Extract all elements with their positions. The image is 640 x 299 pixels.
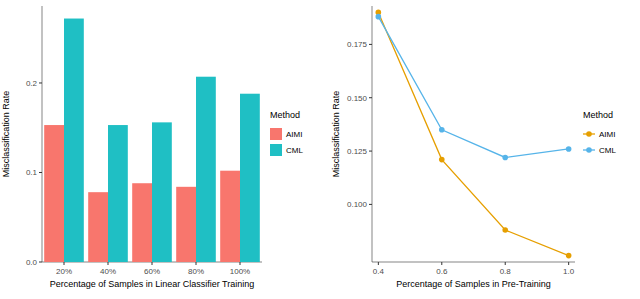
legend-swatch — [270, 128, 282, 140]
point — [566, 146, 572, 152]
bar — [64, 19, 84, 262]
x-tick — [568, 262, 569, 265]
marks — [44, 19, 260, 262]
x-tick-label: 0.4 — [373, 267, 385, 276]
legend: Method AIMI CML — [270, 110, 303, 156]
x-tick — [152, 262, 153, 265]
point — [439, 157, 445, 163]
y-tick — [369, 204, 372, 205]
y-tick — [369, 97, 372, 98]
legend-swatch — [586, 147, 592, 153]
y-axis-line — [372, 6, 373, 262]
y-tick — [39, 262, 42, 263]
y-tick-label: 0.150 — [347, 94, 368, 103]
x-tick — [505, 262, 506, 265]
x-tick — [240, 262, 241, 265]
y-axis-line — [42, 6, 43, 262]
point — [502, 227, 508, 233]
line — [378, 12, 568, 255]
line — [378, 17, 568, 158]
x-tick-label: 20% — [56, 267, 72, 276]
marks — [376, 10, 572, 259]
point — [502, 155, 508, 161]
y-tick — [369, 151, 372, 152]
figure: 0.0 0.1 0.2 20% 40% 60% 80% 100% Percentage of S… — [0, 0, 640, 299]
chart-panel: 0.0 0.1 0.2 20% 40% 60% 80% 100% Percentage of S… — [1, 6, 303, 289]
y-tick-label: 0.0 — [26, 258, 38, 267]
legend: Method AIMI CML — [583, 110, 616, 155]
x-tick-label: 40% — [100, 267, 116, 276]
point — [376, 14, 382, 20]
bar — [44, 125, 64, 262]
y-tick-label: 0.100 — [347, 200, 368, 209]
y-axis-label: Misclassification Rate — [331, 91, 341, 178]
x-tick — [64, 262, 65, 265]
legend-label: CML — [599, 146, 616, 155]
bar — [108, 125, 128, 262]
y-tick-label: 0.1 — [26, 168, 38, 177]
bar — [88, 192, 108, 262]
x-tick — [378, 262, 379, 265]
y-tick — [39, 82, 42, 83]
x-tick-label: 100% — [230, 267, 250, 276]
point — [439, 127, 445, 133]
x-tick — [441, 262, 442, 265]
x-tick-label: 0.6 — [436, 267, 448, 276]
y-axis-label: Misclassification Rate — [1, 91, 11, 178]
legend-title: Method — [270, 110, 300, 120]
bar — [132, 183, 152, 262]
x-tick-label: 60% — [144, 267, 160, 276]
legend-swatch — [270, 144, 282, 156]
legend-label: AIMI — [286, 130, 302, 139]
legend-title: Method — [583, 110, 613, 120]
bar — [176, 187, 196, 262]
chart-panel: 0.100 0.125 0.150 0.175 0.4 0.6 0.8 1.0 Percenta… — [331, 6, 616, 289]
y-tick — [39, 172, 42, 173]
legend-label: AIMI — [599, 130, 615, 139]
x-tick — [196, 262, 197, 265]
legend-swatch — [586, 131, 592, 137]
x-axis-line — [372, 262, 575, 263]
x-axis-label: Percentage of Samples in Pre-Training — [396, 279, 551, 289]
x-tick-label: 80% — [188, 267, 204, 276]
y-tick-label: 0.175 — [347, 40, 368, 49]
x-axis-label: Percentage of Samples in Linear Classifi… — [50, 279, 255, 289]
legend-label: CML — [286, 146, 303, 155]
bar — [240, 94, 260, 262]
x-tick-label: 0.8 — [500, 267, 512, 276]
bar — [220, 171, 240, 262]
x-tick — [108, 262, 109, 265]
bar — [196, 77, 216, 262]
y-tick — [369, 44, 372, 45]
point — [566, 253, 572, 259]
y-tick-label: 0.125 — [347, 147, 368, 156]
y-tick-label: 0.2 — [26, 79, 38, 88]
x-tick-label: 1.0 — [563, 267, 575, 276]
bar — [152, 122, 172, 262]
